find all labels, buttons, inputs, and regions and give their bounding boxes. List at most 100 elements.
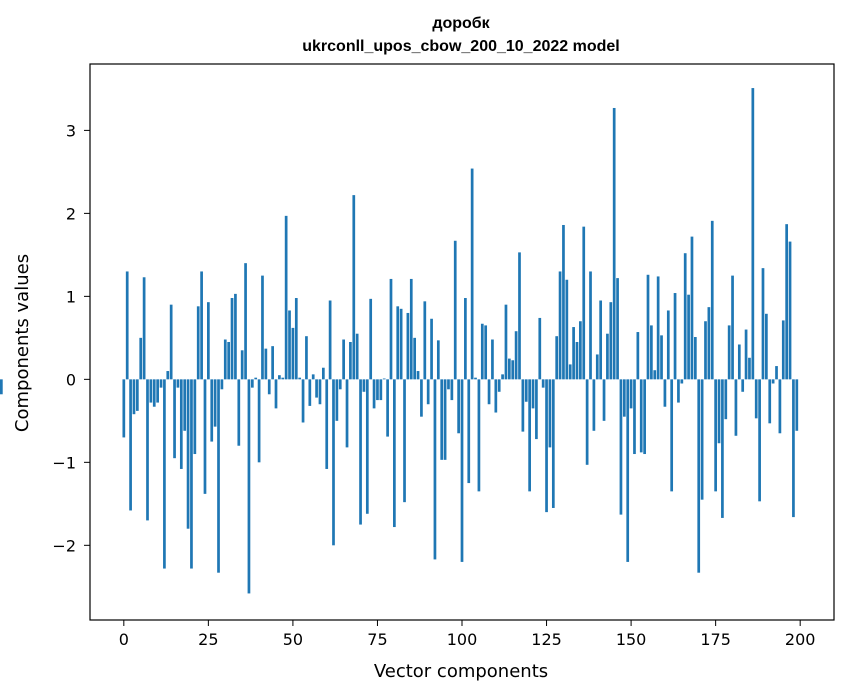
bar (338, 379, 342, 390)
bar (345, 379, 349, 448)
bar (511, 360, 515, 380)
y-tick-label: −1 (52, 453, 76, 472)
bar (298, 377, 302, 380)
bar (152, 379, 156, 407)
bar (700, 379, 704, 500)
bar (321, 367, 325, 380)
bar (169, 304, 173, 380)
bar (521, 379, 525, 432)
bar (660, 335, 663, 380)
bar (582, 226, 586, 380)
bar (146, 379, 149, 521)
bar (261, 275, 264, 380)
bar (541, 379, 545, 388)
bar (535, 379, 538, 440)
bar (531, 379, 535, 409)
chart-subtitle: ukrconll_upos_cbow_200_10_2022 model (302, 38, 619, 55)
x-tick-label: 75 (367, 630, 387, 649)
bar (328, 300, 332, 380)
bar (349, 342, 352, 380)
bar (278, 375, 281, 380)
bar (386, 379, 389, 437)
bar (176, 379, 180, 388)
bar (680, 379, 684, 384)
bar (436, 340, 440, 380)
bar (213, 379, 217, 427)
bar (376, 379, 379, 401)
bar (518, 252, 521, 380)
bar (250, 379, 254, 388)
bar (633, 379, 636, 455)
bar (474, 377, 477, 380)
bar (758, 379, 761, 502)
bar (666, 310, 670, 380)
bar (741, 379, 745, 392)
bar (132, 379, 136, 415)
bar (210, 379, 214, 442)
bar (396, 306, 400, 380)
bar (697, 379, 701, 573)
bar (362, 379, 366, 392)
x-tick-label: 25 (198, 630, 218, 649)
bar (707, 307, 711, 380)
bar (163, 379, 166, 569)
bar (572, 327, 575, 380)
bar (484, 325, 488, 380)
bar (602, 379, 606, 421)
x-tick-label: 150 (616, 630, 647, 649)
bar (636, 332, 640, 380)
bar (139, 337, 143, 380)
bar (579, 321, 582, 380)
bar (714, 379, 717, 492)
bar (399, 308, 403, 380)
bar (491, 339, 494, 380)
bar (264, 348, 268, 380)
bar (433, 379, 437, 560)
bar (125, 271, 129, 380)
bar (710, 220, 714, 380)
y-tick-label: −2 (52, 536, 76, 555)
y-tick-label: 1 (66, 287, 76, 306)
bar (193, 379, 197, 455)
bar (690, 236, 694, 380)
bar (677, 379, 680, 403)
bar (257, 379, 261, 463)
bar (284, 215, 288, 380)
bar (149, 379, 153, 403)
bar (230, 298, 234, 380)
bar (217, 379, 220, 573)
bar (494, 379, 498, 413)
bar (122, 379, 126, 438)
bar (430, 318, 433, 380)
bar (545, 379, 548, 513)
bar (507, 358, 511, 380)
bar (254, 377, 258, 380)
bar (190, 379, 193, 569)
bar (585, 379, 589, 465)
bar (291, 327, 295, 380)
bar (592, 379, 596, 431)
bar (538, 317, 542, 380)
bar (294, 298, 298, 380)
bar (423, 301, 427, 380)
bar (480, 323, 484, 380)
bar (382, 378, 386, 380)
bar (646, 274, 650, 380)
bar (650, 325, 653, 380)
bar (406, 312, 410, 380)
bar (372, 379, 376, 409)
bar (416, 371, 420, 380)
bar (409, 278, 413, 380)
bar (768, 379, 772, 424)
x-tick-label: 50 (283, 630, 303, 649)
bar (196, 306, 200, 380)
bar (663, 379, 667, 407)
bar (528, 379, 531, 492)
y-axis-ticks: −2 −1 0 1 2 3 (52, 121, 90, 555)
bar (606, 333, 609, 380)
bar (761, 268, 765, 380)
bar (754, 379, 758, 419)
bar (274, 379, 278, 409)
bar (724, 379, 728, 420)
bar (234, 293, 237, 380)
